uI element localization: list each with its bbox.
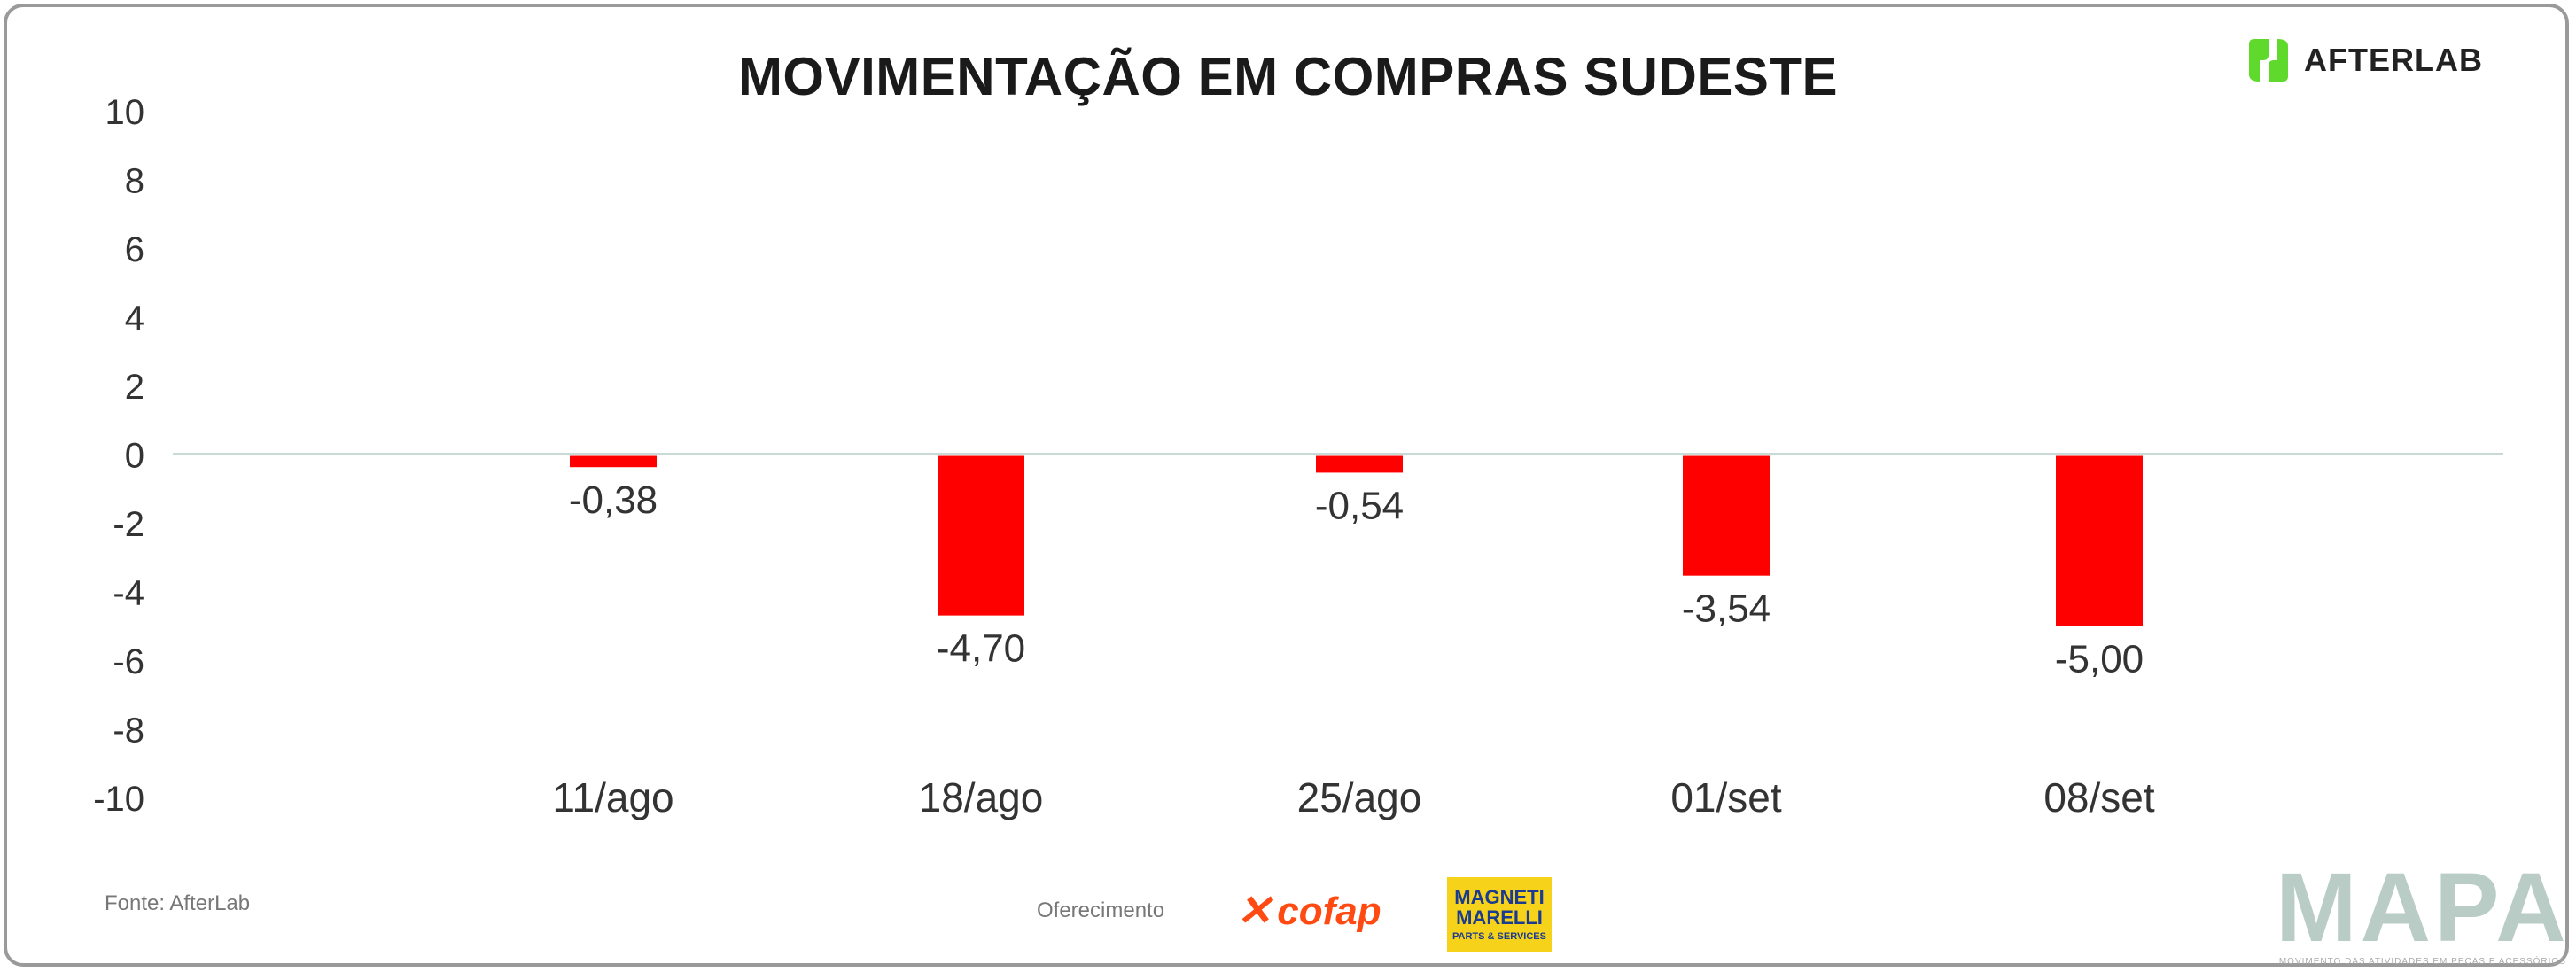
- bar: [2056, 455, 2143, 626]
- x-category-label: 11/ago: [552, 774, 673, 820]
- y-tick-label: 2: [125, 368, 144, 407]
- magneti-marelli-subtitle: PARTS & SERVICES: [1452, 931, 1546, 943]
- bar-value-label: -0,54: [1315, 484, 1404, 527]
- bar: [1316, 455, 1403, 473]
- sponsor-label: Oferecimento: [1037, 898, 1165, 922]
- x-category-label: 18/ago: [919, 774, 1044, 820]
- bar-value-label: -5,00: [2055, 637, 2144, 680]
- y-tick-label: -2: [113, 505, 144, 544]
- bar: [570, 455, 657, 468]
- cofap-x-icon: ✕: [1236, 888, 1272, 935]
- mapa-logo: MAPA MOVIMENTO DAS ATIVIDADES EM PEÇAS E…: [2276, 853, 2570, 968]
- mapa-tagline: MOVIMENTO DAS ATIVIDADES EM PEÇAS E ACES…: [2278, 957, 2566, 967]
- bar: [938, 455, 1024, 616]
- y-tick-label: 6: [125, 230, 144, 269]
- source-note: Fonte: AfterLab: [105, 891, 251, 915]
- bar-value-label: -3,54: [1682, 587, 1771, 631]
- afterlab-icon: [2249, 39, 2288, 82]
- bar-value-label: -0,38: [569, 478, 658, 522]
- x-category-label: 08/set: [2043, 774, 2155, 820]
- afterlab-wordmark: AFTERLAB: [2304, 42, 2483, 78]
- x-category-label: 25/ago: [1297, 774, 1422, 820]
- mapa-wordmark: MAPA: [2276, 853, 2570, 962]
- magneti-marelli-wordmark: MAGNETI MARELLI: [1454, 885, 1545, 929]
- y-tick-label: -8: [113, 712, 144, 750]
- bar: [1683, 455, 1770, 576]
- y-tick-label: 4: [125, 299, 144, 338]
- y-tick-label: -4: [113, 574, 144, 613]
- x-category-label: 01/set: [1670, 774, 1782, 820]
- bar-value-label: -4,70: [937, 627, 1025, 671]
- cofap-wordmark: cofap: [1277, 890, 1381, 933]
- y-tick-label: 0: [125, 437, 144, 476]
- y-tick-label: -10: [93, 780, 144, 819]
- y-tick-label: 10: [105, 93, 145, 132]
- magneti-marelli-logo: MAGNETI MARELLI PARTS & SERVICES: [1447, 877, 1552, 952]
- chart-title: MOVIMENTAÇÃO EM COMPRAS SUDESTE: [737, 47, 1839, 106]
- y-tick-label: -6: [113, 642, 144, 681]
- y-tick-label: 8: [125, 162, 144, 201]
- afterlab-logo: AFTERLAB: [2242, 34, 2483, 87]
- cofap-logo: ✕ cofap: [1236, 890, 1381, 933]
